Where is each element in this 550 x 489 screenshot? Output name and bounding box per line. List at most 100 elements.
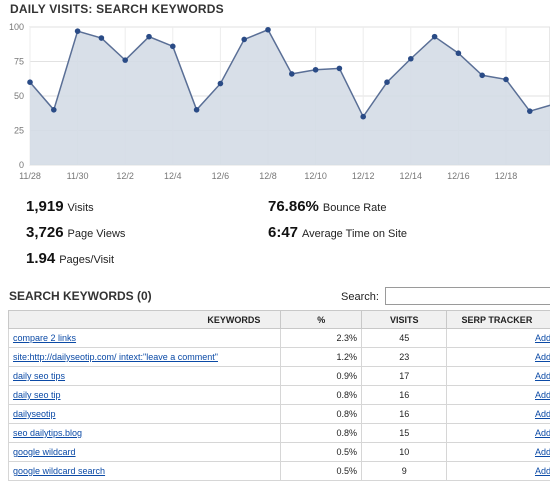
add-to-tracker-link[interactable]: Add xyxy=(534,409,550,419)
data-point xyxy=(384,79,390,85)
table-row: google wildcard 0.5% 10 Add xyxy=(7,442,550,462)
column-header-visits[interactable]: VISITS xyxy=(361,310,448,329)
add-to-tracker-link[interactable]: Add xyxy=(534,333,550,343)
search-input[interactable] xyxy=(385,287,550,305)
stat-bounce-rate: 76.86% Bounce Rate xyxy=(268,198,386,215)
add-to-tracker-link[interactable]: Add xyxy=(534,371,550,381)
pages-per-visit-label: Pages/Visit xyxy=(59,254,115,266)
x-tick-label: 12/6 xyxy=(212,171,230,181)
x-tick-label: 12/16 xyxy=(447,171,470,181)
bounce-rate-value: 76.86% xyxy=(268,198,319,215)
data-point xyxy=(527,108,533,114)
visits-cell: 45 xyxy=(361,328,448,348)
area-fill xyxy=(30,29,550,165)
search-keywords-title: SEARCH KEYWORDS (0) xyxy=(9,289,152,303)
percent-cell: 1.2% xyxy=(280,347,363,367)
avg-time-label: Average Time on Site xyxy=(302,228,407,240)
chart-title: DAILY VISITS: SEARCH KEYWORDS xyxy=(10,2,224,16)
search-label: Search: xyxy=(341,291,379,303)
table-row: google wildcard search 0.5% 9 Add xyxy=(7,461,550,481)
data-point xyxy=(265,26,271,33)
x-tick-label: 12/12 xyxy=(352,171,375,181)
x-tick-label: 12/18 xyxy=(495,171,518,181)
x-tick-label: 12/2 xyxy=(116,171,134,181)
x-axis-ticks: 11/28 11/30 12/2 12/4 12/6 12/8 12/10 12/12 12/1… xyxy=(19,171,517,181)
x-tick-label: 12/10 xyxy=(304,171,327,181)
stat-page-views: 3,726 Page Views xyxy=(26,224,125,241)
visits-cell: 15 xyxy=(361,423,448,443)
keyword-link[interactable]: daily seo tips xyxy=(13,371,66,381)
x-tick-label: 12/14 xyxy=(400,171,423,181)
y-tick-label: 25 xyxy=(14,126,24,136)
keyword-link[interactable]: compare 2 links xyxy=(13,333,77,343)
data-point xyxy=(193,107,200,113)
data-point xyxy=(74,28,81,34)
data-point xyxy=(241,36,247,43)
pages-per-visit-value: 1.94 xyxy=(26,250,56,267)
data-point xyxy=(146,33,152,40)
keyword-link[interactable]: google wildcard xyxy=(13,447,76,457)
visits-cell: 10 xyxy=(361,442,448,462)
data-point xyxy=(51,107,57,113)
keywords-table: KEYWORDS % VISITS SERP TRACKER compare 2… xyxy=(7,310,550,481)
visits-cell: 23 xyxy=(361,347,448,367)
y-axis-ticks: 0 25 50 75 100 xyxy=(9,22,24,170)
y-tick-label: 100 xyxy=(9,22,24,32)
add-to-tracker-link[interactable]: Add xyxy=(534,428,550,438)
data-point xyxy=(360,113,367,120)
y-tick-label: 0 xyxy=(19,160,24,170)
daily-visits-chart: 0 25 50 75 100 11/28 11/30 12/2 12/4 12/6 12/8 12/… xyxy=(9,22,550,181)
data-point xyxy=(122,57,128,63)
data-point xyxy=(27,79,33,85)
percent-cell: 0.9% xyxy=(280,366,363,386)
table-row: site:http://dailyseotip.com/ intext:"lea… xyxy=(7,347,550,367)
avg-time-value: 6:47 xyxy=(268,224,299,241)
visits-cell: 17 xyxy=(361,366,448,386)
column-header-serp-tracker[interactable]: SERP TRACKER xyxy=(446,310,550,329)
stat-visits: 1,919 Visits xyxy=(26,198,94,215)
column-header-percent[interactable]: % xyxy=(280,310,363,329)
data-point xyxy=(336,65,343,72)
keyword-link[interactable]: google wildcard search xyxy=(13,466,106,476)
chart-points xyxy=(27,26,533,120)
x-tick-label: 12/4 xyxy=(164,171,182,181)
keyword-link[interactable]: seo dailytips.blog xyxy=(13,428,83,438)
data-point xyxy=(503,76,509,83)
keyword-link[interactable]: dailyseotip xyxy=(13,409,56,419)
percent-cell: 0.5% xyxy=(280,442,363,462)
visits-cell: 16 xyxy=(361,404,448,424)
y-tick-label: 50 xyxy=(14,91,24,101)
add-to-tracker-link[interactable]: Add xyxy=(534,390,550,400)
x-tick-label: 11/30 xyxy=(67,171,89,181)
keyword-link[interactable]: daily seo tip xyxy=(13,390,61,400)
percent-cell: 0.5% xyxy=(280,461,363,481)
visits-label: Visits xyxy=(67,202,94,214)
x-tick-label: 11/28 xyxy=(19,171,41,181)
add-to-tracker-link[interactable]: Add xyxy=(534,447,550,457)
visits-cell: 16 xyxy=(361,385,448,405)
data-point xyxy=(312,66,319,73)
table-row: daily seo tips 0.9% 17 Add xyxy=(7,366,550,386)
percent-cell: 2.3% xyxy=(280,328,363,348)
table-row: compare 2 links 2.3% 45 Add xyxy=(7,328,550,348)
data-point xyxy=(289,71,295,77)
stat-pages-per-visit: 1.94 Pages/Visit xyxy=(26,250,114,267)
table-row: seo dailytips.blog 0.8% 15 Add xyxy=(7,423,550,443)
visits-cell: 9 xyxy=(361,461,448,481)
table-row: dailyseotip 0.8% 16 Add xyxy=(7,404,550,424)
keyword-link[interactable]: site:http://dailyseotip.com/ intext:"lea… xyxy=(13,352,218,362)
add-to-tracker-link[interactable]: Add xyxy=(534,466,550,476)
column-header-keywords[interactable]: KEYWORDS xyxy=(7,310,282,329)
data-point xyxy=(170,43,176,50)
table-row: daily seo tip 0.8% 16 Add xyxy=(7,385,550,405)
stat-avg-time: 6:47 Average Time on Site xyxy=(268,224,407,241)
percent-cell: 0.8% xyxy=(280,404,363,424)
data-point xyxy=(408,55,414,62)
table-header-row: KEYWORDS % VISITS SERP TRACKER xyxy=(7,310,550,329)
x-tick-label: 12/8 xyxy=(259,171,277,181)
data-point xyxy=(455,50,462,57)
add-to-tracker-link[interactable]: Add xyxy=(534,352,550,362)
data-point xyxy=(217,80,224,87)
data-point xyxy=(431,33,438,40)
bounce-rate-label: Bounce Rate xyxy=(322,202,387,214)
